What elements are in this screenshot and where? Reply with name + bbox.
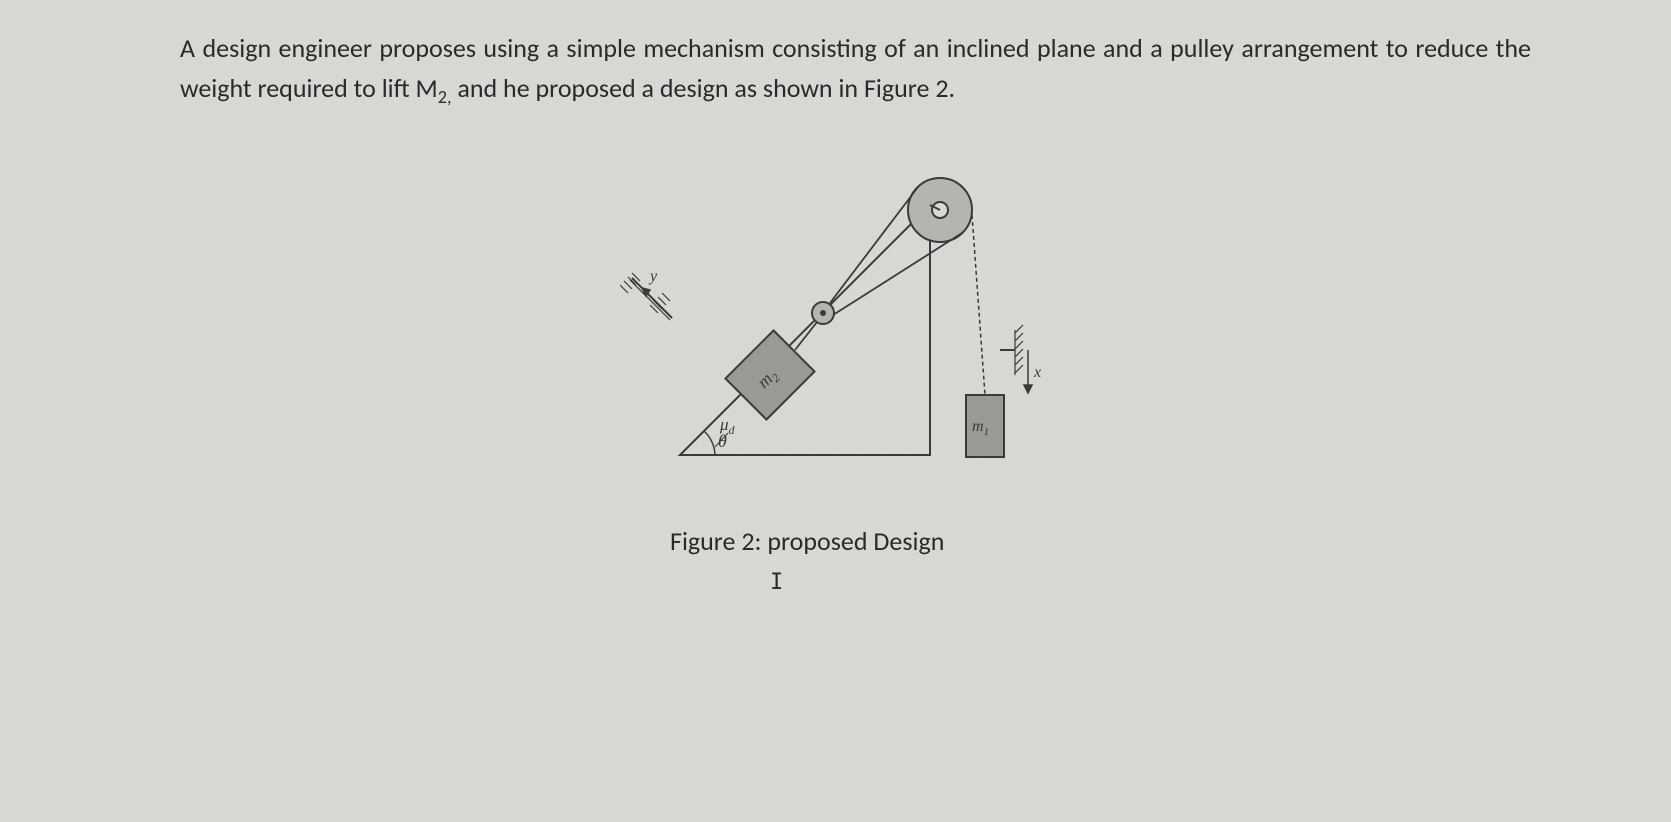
x-label: x: [1033, 364, 1041, 381]
angle-arc: [704, 431, 715, 455]
small-pulley-pin: [820, 310, 826, 316]
incline-triangle: [680, 205, 930, 455]
text-line-1: A design engineer proposes using a simpl…: [180, 32, 1234, 64]
text-cursor: I: [770, 570, 783, 595]
text-line-3: Figure 2.: [864, 72, 955, 104]
figure-caption: Figure 2: proposed Design: [670, 525, 944, 557]
text-line-2-post: and he proposed a design as shown in: [452, 72, 859, 104]
rope-to-m1: [972, 215, 985, 395]
y-axis: [642, 288, 672, 318]
content-area: A design engineer proposes using a simpl…: [0, 0, 1671, 112]
theta-label: θ: [718, 431, 727, 451]
text-sub-m2: 2,: [438, 86, 452, 108]
wall-hatch-left: [620, 273, 670, 320]
wall-hatch-right: [1015, 325, 1023, 375]
y-label: y: [648, 268, 658, 285]
mass-m2: m2: [725, 330, 814, 419]
mechanism-svg: y θ μd m2 m1: [620, 175, 1100, 535]
rope-seg-2a: [830, 187, 918, 303]
x-axis: [1024, 350, 1032, 393]
problem-statement: A design engineer proposes using a simpl…: [180, 28, 1531, 112]
figure-diagram: y θ μd m2 m1: [620, 175, 1100, 535]
